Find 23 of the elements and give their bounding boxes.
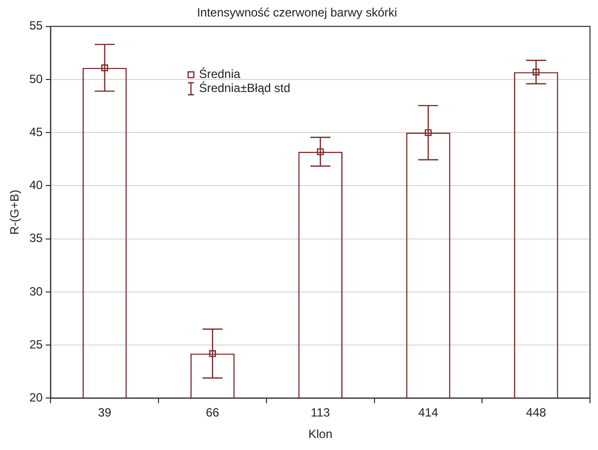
point [101, 64, 108, 72]
x-tick-label: 448 [526, 406, 546, 420]
point [424, 129, 432, 136]
y-axis-title: R-(G+B) [8, 190, 22, 235]
y-tick-label: 55 [29, 18, 44, 33]
point [209, 350, 216, 358]
y-tick-label: 45 [29, 124, 44, 139]
point [316, 148, 324, 156]
x-tick-label: 66 [206, 406, 220, 420]
annotation: Średnia±Błąd std [198, 81, 290, 96]
chart-title: Intensywność czerwonej barwy skórki [196, 6, 398, 20]
y-tick-label: 40 [29, 178, 44, 192]
x-tick-label: 414 [418, 406, 439, 420]
y-tick-label: 20 [29, 390, 44, 405]
x-tick-label: 113 [310, 406, 330, 420]
x-tick-label: 39 [98, 406, 112, 420]
legend-label: Średnia [198, 67, 241, 82]
y-tick-label: 30 [29, 284, 44, 298]
y-tick-label: 25 [29, 337, 44, 352]
point [532, 68, 540, 76]
x-axis-title: Klon [308, 427, 332, 442]
y-tick-label: 35 [29, 231, 44, 246]
y-tick-label: 50 [29, 72, 44, 86]
